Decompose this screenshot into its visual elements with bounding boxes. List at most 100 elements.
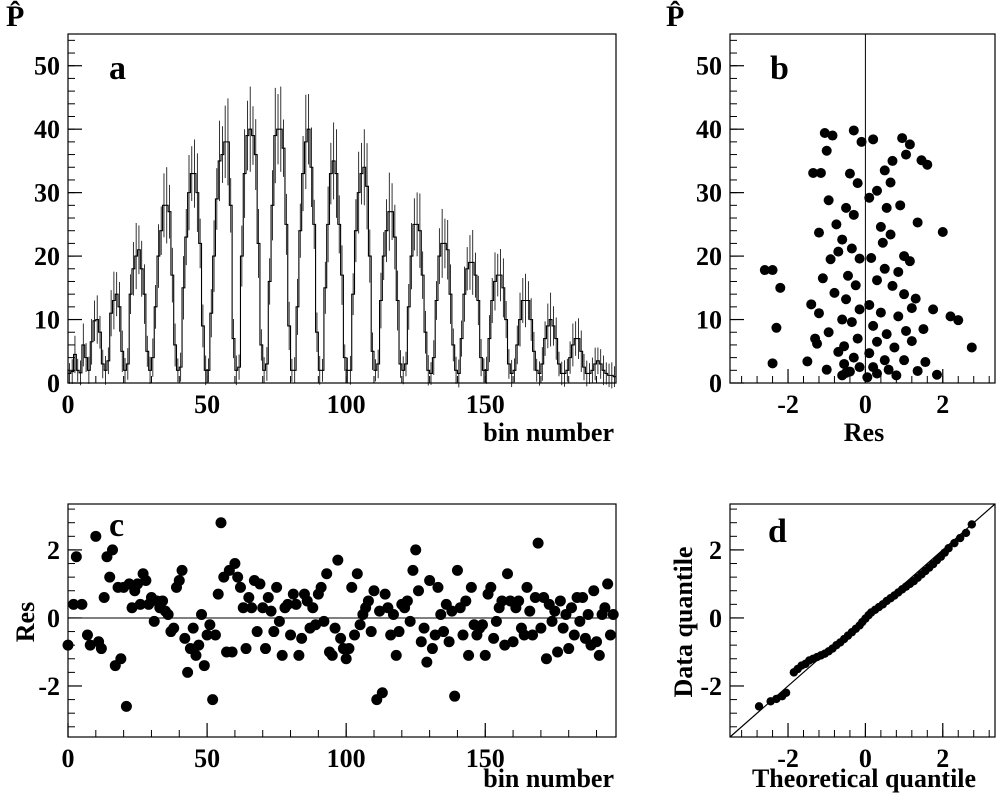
panel-b-point <box>850 280 861 291</box>
panel-c-ytick-label: 0 <box>47 604 60 633</box>
panel-b-point <box>881 202 892 213</box>
panel-c-point <box>410 544 422 556</box>
panel-b-point <box>883 364 894 375</box>
panel-c-point <box>157 595 169 607</box>
panel-c-point <box>376 687 388 699</box>
panel-c-point <box>593 649 605 661</box>
panel-c-frame <box>67 503 617 738</box>
panel-b-point <box>918 324 929 335</box>
panel-c-point <box>432 581 444 593</box>
panel-b-point <box>821 145 832 156</box>
panel-b-point <box>891 370 902 381</box>
panel-b-point <box>910 293 921 304</box>
panel-b-point <box>893 266 904 277</box>
panel-c-point <box>568 629 580 641</box>
panel-c-xtick-label: 150 <box>466 744 505 773</box>
panel-c-point <box>232 571 244 583</box>
panel-c-label: c <box>109 507 124 544</box>
panel-b-point <box>827 130 838 141</box>
panel-b-point <box>837 234 848 245</box>
panel-c-point <box>488 632 500 644</box>
panel-c-point <box>268 626 280 638</box>
panel-c-point <box>465 581 477 593</box>
panel-b-point <box>901 325 912 336</box>
panel-c-point <box>107 544 119 556</box>
panel-d-point <box>944 544 953 553</box>
panel-b-point <box>848 125 859 136</box>
panel-b-point <box>812 338 823 349</box>
panel-c-point <box>385 629 397 641</box>
panel-c-point <box>552 646 564 658</box>
panel-c-point <box>549 605 561 617</box>
panel-b-point <box>759 265 770 276</box>
panel-b-point <box>819 127 830 138</box>
panel-c-point <box>215 517 227 529</box>
panel-c-point <box>535 622 547 634</box>
panel-c-point <box>287 588 299 600</box>
panel-b-point <box>767 358 778 369</box>
panel-a-label: a <box>109 50 126 87</box>
panel-c-point <box>424 575 436 587</box>
panel-c-point <box>193 639 205 651</box>
panel-c-point <box>290 598 302 610</box>
panel-b-point <box>813 227 824 238</box>
panel-b-point <box>864 299 875 310</box>
panel-c-point <box>546 615 558 627</box>
panel-c-point <box>207 694 219 706</box>
panel-d-point <box>961 528 971 538</box>
panel-c-point <box>271 581 283 593</box>
panel-b-point <box>906 336 917 347</box>
panel-c-point <box>379 588 391 600</box>
panel-c-point <box>307 602 319 614</box>
panel-c-point <box>354 619 366 631</box>
panel-d-point <box>950 538 959 548</box>
panel-b-point <box>879 165 890 176</box>
panel-c-point <box>387 609 399 621</box>
panel-c-point <box>204 619 216 631</box>
panel-c-point <box>451 564 463 576</box>
panel-b-ytick-label: 20 <box>696 242 722 271</box>
panel-d-label: d <box>768 513 787 550</box>
panel-b-point <box>868 320 879 331</box>
panel-c-point <box>201 629 213 641</box>
panel-b-ytick-label: 10 <box>696 306 722 335</box>
panel-b-point <box>872 336 883 347</box>
panel-c-point <box>134 598 146 610</box>
panel-b-ylabel: P̂ <box>666 0 684 33</box>
panel-c-point <box>273 615 285 627</box>
panel-b-point <box>885 177 896 188</box>
panel-d-xtick-label: 2 <box>936 744 949 773</box>
panel-b-point <box>899 251 910 262</box>
panel-c-point <box>329 622 341 634</box>
panel-c-point <box>229 558 241 570</box>
panel-b-frame <box>729 33 996 384</box>
panel-c-point <box>187 622 199 634</box>
panel-c-point <box>604 629 616 641</box>
panel-b-point <box>802 356 813 367</box>
panel-c-point <box>168 622 180 634</box>
panel-b-point <box>844 168 855 179</box>
panel-a-ytick-label: 10 <box>34 306 60 335</box>
panel-a-ytick-label: 20 <box>34 242 60 271</box>
panel-b-point <box>817 273 828 284</box>
panel-c-point <box>518 629 530 641</box>
panel-b-point <box>767 265 778 276</box>
panel-c-point <box>246 602 258 614</box>
panel-b-point <box>937 226 948 237</box>
panel-c-point <box>104 571 116 583</box>
panel-a-xtick-label: 50 <box>194 390 220 419</box>
panel-b-point <box>823 195 834 206</box>
panel-d-point <box>754 702 764 711</box>
panel-c-point <box>415 636 427 648</box>
panel-b-point <box>842 270 853 281</box>
panel-b-point <box>904 139 915 150</box>
panel-c-ytick-label: 2 <box>47 536 60 565</box>
panel-a-xtick-label: 0 <box>62 390 75 419</box>
panel-b-ytick-label: 40 <box>696 115 722 144</box>
panel-c-point <box>443 636 455 648</box>
panel-a: a P̂ bin number 0 50 100 150 0 10 20 30 40 50 <box>6 0 617 447</box>
panel-b-point <box>887 155 898 166</box>
panel-c-ytick-label: -2 <box>38 672 60 701</box>
panel-c-point <box>240 643 252 655</box>
panel-c-point <box>412 585 424 597</box>
